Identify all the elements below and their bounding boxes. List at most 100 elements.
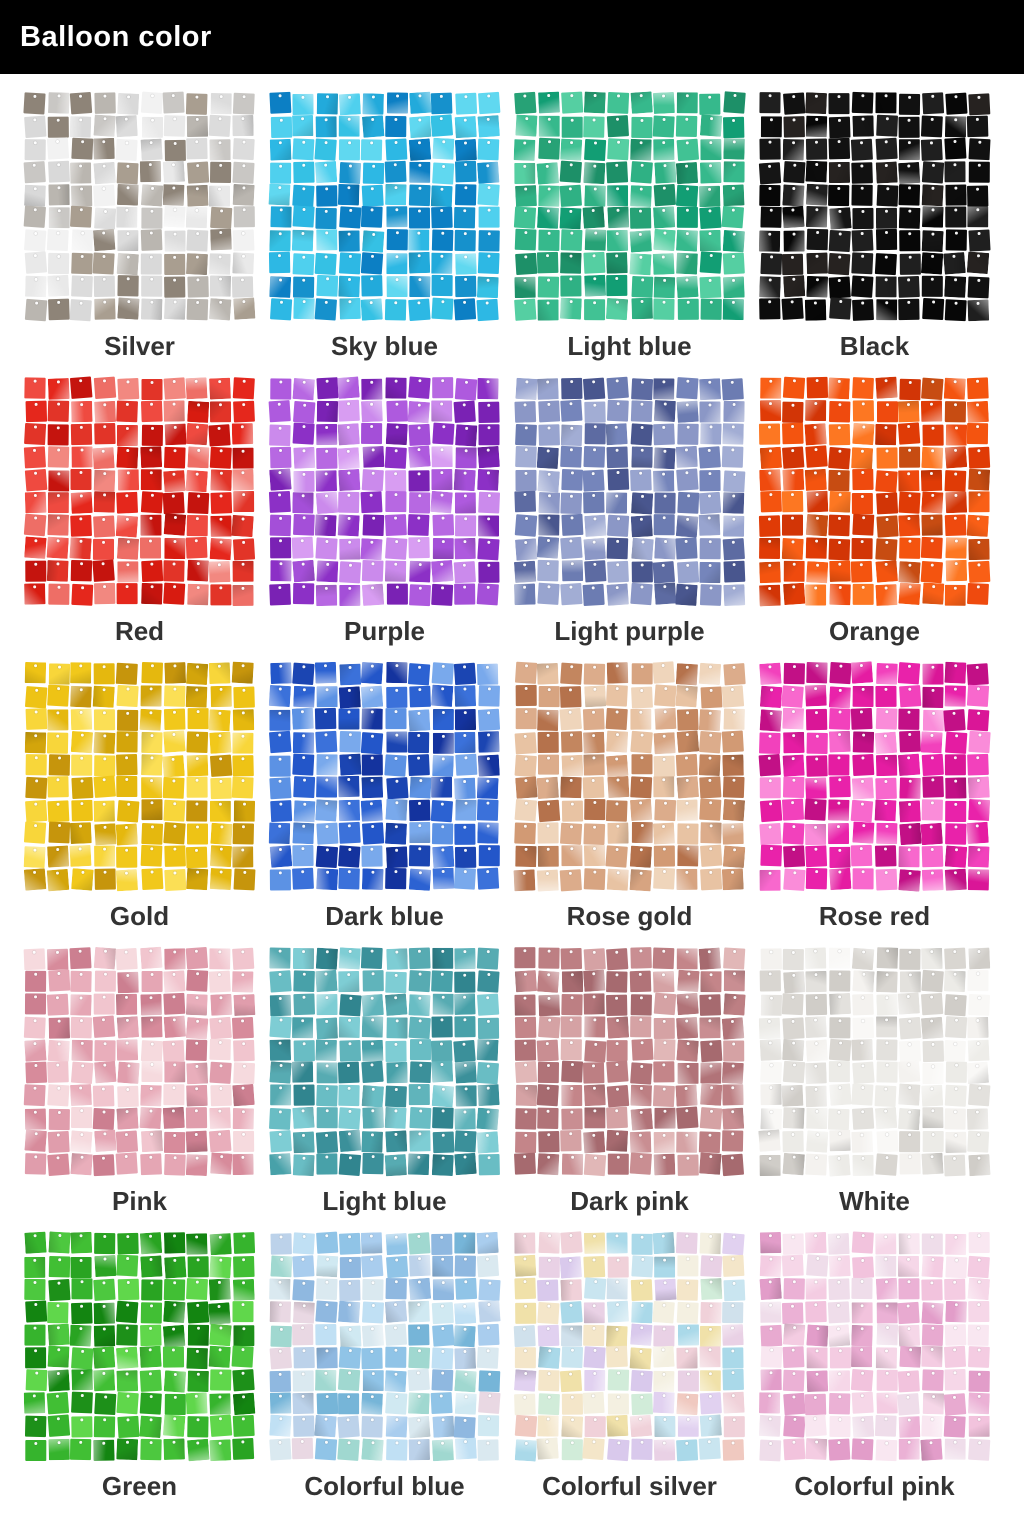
sequin-tile (161, 754, 185, 778)
sequin-tile (583, 731, 606, 754)
sequin-tile (944, 1438, 966, 1460)
sequin-tile (759, 298, 781, 320)
sequin-tile (876, 947, 898, 969)
sequin-tile (584, 515, 607, 538)
sequin-tile (431, 1255, 453, 1277)
sequin-tile (652, 1324, 675, 1347)
sequin-tile (721, 730, 744, 753)
sequin-tile (185, 993, 208, 1016)
sequin-tile (514, 754, 537, 777)
sequin-tile (117, 92, 140, 115)
sequin-tile (606, 1325, 629, 1347)
sequin-tile (209, 161, 232, 183)
sequin-tile (944, 777, 967, 800)
sequin-tile (920, 823, 943, 846)
sequin-tile (537, 731, 559, 753)
sequin-tile (316, 1153, 338, 1175)
sequin-tile (71, 252, 94, 275)
sequin-tile (651, 1300, 675, 1324)
sequin-tile (163, 869, 187, 892)
sequin-tile (430, 1233, 453, 1255)
sequin-tile (675, 468, 699, 491)
sequin-tile (920, 377, 944, 400)
sequin-tile (337, 514, 361, 537)
sequin-tile (805, 824, 827, 846)
sequin-tile (384, 560, 406, 583)
sequin-tile (268, 491, 291, 514)
sequin-tile (385, 846, 408, 869)
sequin-tile (163, 708, 186, 730)
sequin-tile (478, 561, 500, 583)
sequin-tile (233, 1062, 256, 1085)
sequin-tile (606, 754, 629, 777)
sequin-tile (314, 253, 338, 276)
sequin-tile (699, 276, 722, 299)
sequin-tile (162, 992, 186, 1015)
sequin-tile (921, 799, 943, 821)
sequin-tile (699, 1346, 721, 1368)
sequin-tile (292, 867, 315, 890)
sequin-tile (758, 1017, 781, 1039)
sequin-tile (537, 299, 559, 321)
sequin-tile (783, 560, 805, 582)
sequin-tile (699, 422, 722, 445)
sequin-tile (699, 251, 722, 274)
sequin-tile (117, 1015, 140, 1039)
sequin-tile (966, 377, 989, 400)
sequin-tile (699, 1107, 723, 1130)
sequin-tile (431, 1323, 455, 1347)
sequin-tile (339, 993, 362, 1017)
sequin-tile (760, 116, 783, 138)
sequin-tile (967, 276, 990, 299)
sequin-tile (653, 1439, 675, 1461)
sequin-tile (922, 1393, 944, 1415)
sequin-tile (209, 1439, 232, 1462)
sequin-tile (339, 947, 362, 970)
sequin-tile (92, 1108, 116, 1131)
sequin-tile (898, 230, 921, 252)
sequin-tile (897, 1301, 920, 1324)
sequin-tile (782, 1016, 805, 1040)
sequin-tile (852, 514, 875, 537)
color-label: Red (115, 616, 164, 646)
sequin-tile (851, 229, 874, 252)
sequin-tile (163, 662, 186, 684)
sequin-tile (71, 1107, 93, 1129)
sequin-tile (70, 1231, 93, 1254)
sequin-tile (408, 685, 431, 708)
sequin-tile (454, 1108, 476, 1130)
sequin-tile (606, 1107, 629, 1129)
sequin-tile (316, 275, 339, 297)
sequin-tile (232, 823, 255, 845)
sequin-tile (676, 1038, 699, 1062)
sequin-tile (722, 230, 745, 253)
sequin-tile (208, 948, 231, 970)
sequin-tile (584, 845, 606, 867)
sequin-tile (606, 492, 628, 515)
sequin-tile (384, 491, 407, 513)
sequin-tile (162, 970, 186, 993)
sequin-tile (943, 252, 966, 275)
sequin-tile (140, 661, 163, 684)
sequin-tile (208, 298, 232, 321)
sequin-tile (454, 1061, 477, 1084)
sequin-tile (944, 868, 967, 891)
sequin-tile (851, 184, 874, 206)
sequin-tile (944, 400, 966, 423)
sequin-tile (875, 1277, 898, 1300)
sequin-tile (384, 707, 407, 729)
sequin-tile (477, 822, 499, 844)
sequin-tile (829, 1393, 851, 1415)
sequin-tile (875, 299, 897, 321)
sequin-tile (537, 469, 561, 493)
sequin-tile (385, 1016, 408, 1039)
sequin-tile (605, 707, 629, 730)
sequin-tile (23, 821, 47, 844)
sequin-tile (829, 161, 851, 183)
sequin-tile (759, 869, 781, 891)
sequin-tile (758, 732, 781, 754)
sequin-tile (339, 139, 361, 161)
sequin-tile (384, 1323, 407, 1346)
sequin-tile (561, 1324, 583, 1346)
sequin-tile (362, 1152, 385, 1175)
